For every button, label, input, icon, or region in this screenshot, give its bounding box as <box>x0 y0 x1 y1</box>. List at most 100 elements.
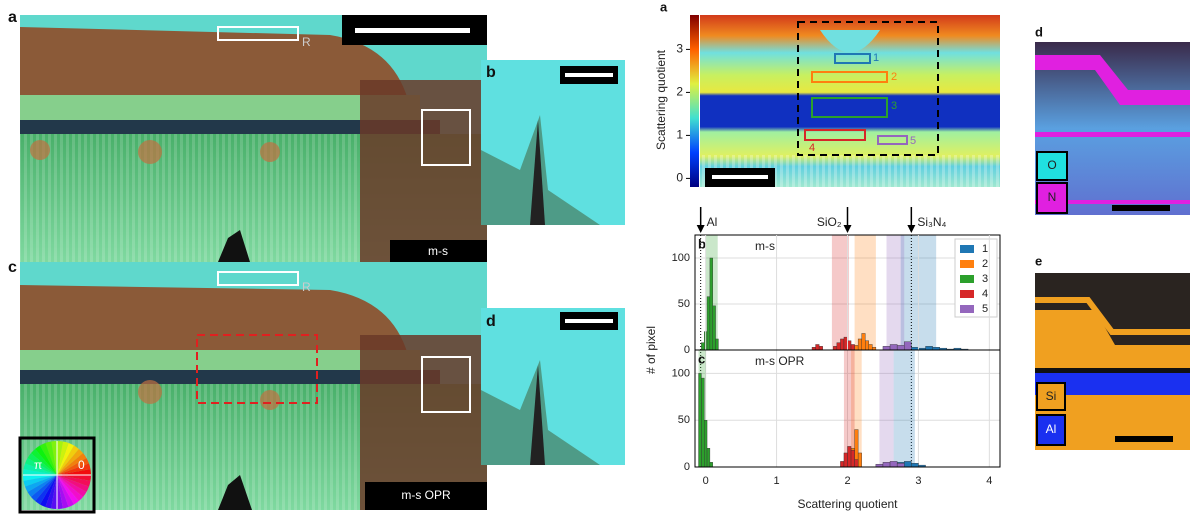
y-tick-label: 100 <box>672 367 690 379</box>
histogram-bar <box>843 452 848 468</box>
wheel-wedge <box>57 448 84 475</box>
histogram-bar <box>904 341 912 351</box>
arrow-head <box>843 225 852 233</box>
region-label: 1 <box>873 52 879 64</box>
chart-title: m-s OPR <box>755 354 805 368</box>
annotation: SiO₂ <box>817 215 842 229</box>
histogram-bar <box>712 305 716 351</box>
wheel-label: π <box>34 458 42 472</box>
histogram-bar <box>840 338 845 351</box>
wheel-wedge <box>57 443 74 475</box>
wheel-wedge <box>57 469 91 475</box>
histogram-bar <box>709 257 713 351</box>
wheel-wedge <box>57 441 69 475</box>
inset-b: b <box>481 60 625 225</box>
histogram-bar <box>925 346 933 351</box>
x-axis-label: Scattering quotient <box>797 497 898 511</box>
wheel-wedge <box>57 475 91 487</box>
region-label: 4 <box>809 142 815 154</box>
color-wheel <box>18 436 96 514</box>
histogram-bar <box>818 346 823 351</box>
y-tick-label: 50 <box>678 298 690 310</box>
histogram-bar <box>836 342 841 351</box>
wheel-wedge <box>57 458 89 475</box>
y-tick-label: 50 <box>678 414 690 426</box>
x-tick-label: 2 <box>844 475 850 487</box>
std-band <box>843 350 855 467</box>
histogram-bar <box>911 463 919 468</box>
x-tick-label: 0 <box>703 475 709 487</box>
legend-label: 5 <box>982 303 988 315</box>
wheel-wedge <box>35 445 57 475</box>
axes-frame <box>694 349 1001 468</box>
wheel-wedge <box>35 475 57 505</box>
legend-label: 3 <box>982 273 988 285</box>
y-tick-label: 0 <box>684 344 690 356</box>
histogram-bar <box>815 344 820 351</box>
wheel-wedge <box>25 458 57 475</box>
wheel-wedge <box>40 475 57 507</box>
x-tick-label: 1 <box>774 475 780 487</box>
histogram-bar <box>889 344 898 351</box>
std-band <box>831 235 849 350</box>
wheel-wedge <box>45 441 57 475</box>
region-label: 3 <box>891 100 897 112</box>
histogram-bar <box>857 338 862 351</box>
histogram-bar <box>868 344 873 351</box>
histogram-bar <box>701 342 705 351</box>
histogram-bar <box>840 461 845 468</box>
histogram-bar <box>861 333 866 351</box>
colorbar-tick-label: 0 <box>676 171 683 185</box>
wheel-wedge <box>51 475 57 509</box>
wheel-wedge <box>57 441 63 475</box>
wheel-wedge <box>30 475 57 502</box>
histogram-bar <box>833 346 838 351</box>
image-panel-e: e Si Al <box>1035 253 1190 450</box>
wheel-wedge <box>57 475 63 509</box>
wheel-wedge <box>51 441 57 475</box>
histogram-bar <box>715 338 719 351</box>
wheel-wedge <box>30 448 57 475</box>
legend-swatch <box>960 290 974 298</box>
wheel-wedge <box>57 475 74 507</box>
histogram-bar <box>843 336 848 351</box>
chart-title: m-s <box>755 239 775 253</box>
inset-d: d <box>481 308 625 465</box>
wheel-wedge <box>45 475 57 509</box>
legend-swatch <box>960 245 974 253</box>
histogram-bar <box>854 459 859 468</box>
wheel-wedge <box>23 463 57 475</box>
legend-swatch <box>960 305 974 313</box>
histogram-bar <box>704 420 708 468</box>
legend-label: 2 <box>982 258 988 270</box>
histogram-bar <box>847 340 852 351</box>
panel-letter: e <box>1035 253 1042 268</box>
histogram-bar <box>854 345 859 351</box>
panel-letter: d <box>486 313 496 330</box>
legend-label: O <box>1047 158 1056 172</box>
histogram-bar <box>847 446 852 468</box>
wheel-wedge <box>23 469 57 475</box>
panel-letter: b <box>698 236 706 251</box>
x-tick-label: 3 <box>915 475 921 487</box>
histogram-bar <box>882 462 891 468</box>
legend-label: 4 <box>982 288 988 300</box>
panel-letter: d <box>1035 24 1043 39</box>
std-band <box>854 235 876 350</box>
wheel-wedge <box>57 463 91 475</box>
wheel-label: 0 <box>78 458 85 472</box>
legend-label: 1 <box>982 243 988 255</box>
wheel-wedge <box>57 475 87 497</box>
legend-label: Al <box>1046 422 1057 436</box>
legend-swatch <box>960 260 974 268</box>
histogram-bar <box>904 461 912 468</box>
histogram-bar <box>889 461 898 468</box>
wheel-wedge <box>57 475 69 509</box>
region-label: 2 <box>891 71 897 83</box>
panel-letter: a <box>8 9 17 26</box>
histogram-bar <box>709 462 713 468</box>
